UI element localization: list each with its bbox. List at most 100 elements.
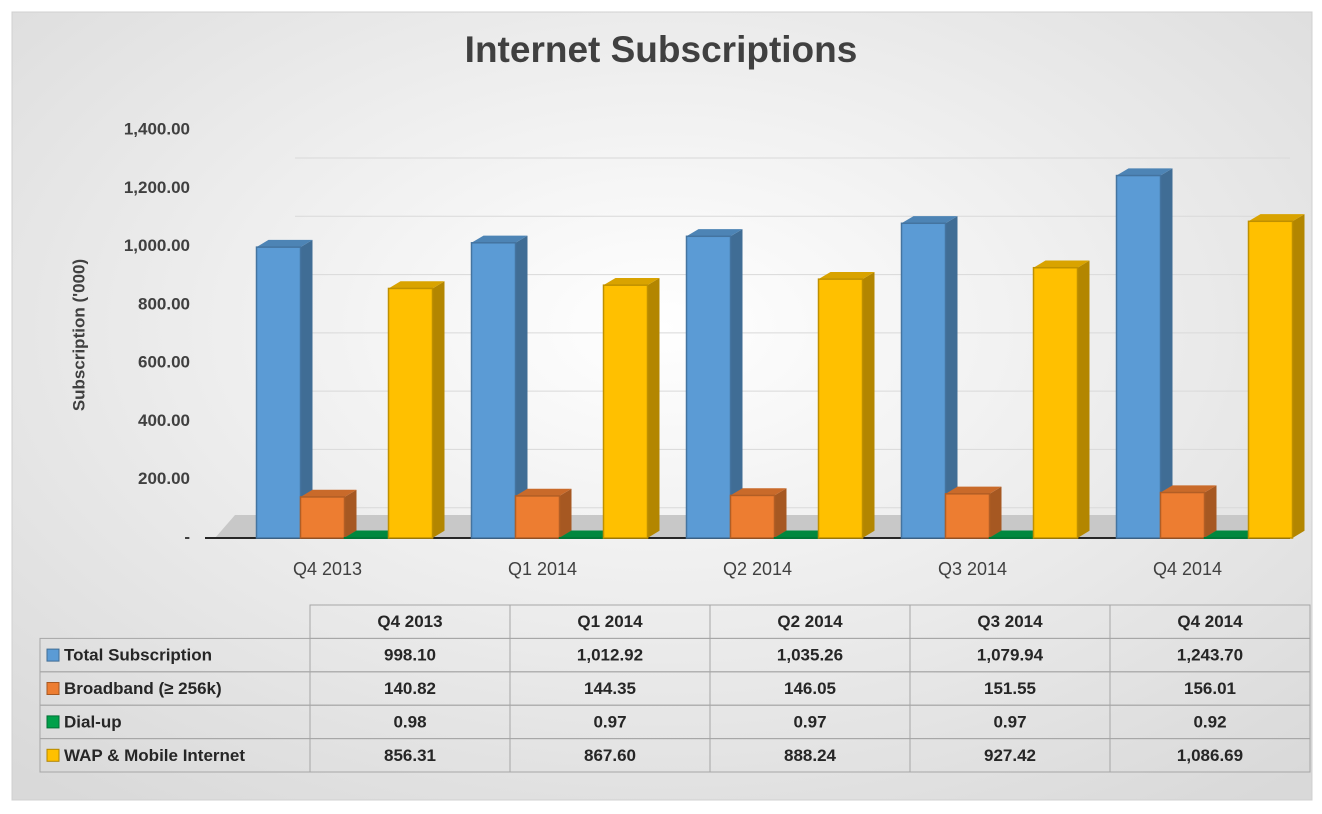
bar-top [686, 229, 743, 237]
x-tick-label: Q2 2014 [723, 559, 792, 579]
bar [1115, 174, 1162, 539]
bar-side [989, 486, 1002, 538]
bar-side [862, 271, 875, 538]
bar-side [515, 235, 528, 538]
bar [988, 536, 1035, 539]
table-value: 0.97 [593, 712, 626, 731]
table-value: 0.97 [993, 712, 1026, 731]
bar-side [1292, 214, 1305, 538]
table-value: 151.55 [984, 679, 1036, 698]
legend-label: Total Subscription [64, 646, 212, 665]
bar [558, 536, 605, 539]
bar-top [344, 530, 401, 538]
bar-side [1160, 168, 1173, 538]
y-tick-label: 600.00 [138, 353, 190, 372]
x-tick-label: Q4 2013 [293, 559, 362, 579]
table-value: 0.97 [793, 712, 826, 731]
bar [1032, 266, 1079, 539]
bar-top [388, 281, 445, 289]
legend-key [46, 648, 60, 662]
y-tick-label: 1,400.00 [124, 119, 190, 138]
bar-top [1204, 530, 1261, 538]
y-tick-label: 1,200.00 [124, 178, 190, 197]
bar [1247, 220, 1294, 539]
bar-top [1116, 168, 1173, 176]
bar [944, 493, 991, 539]
chart-title: Internet Subscriptions [465, 29, 858, 70]
table-value: 998.10 [384, 646, 436, 665]
x-tick-label: Q3 2014 [938, 559, 1007, 579]
bar [817, 278, 864, 539]
bar-top [989, 530, 1046, 538]
bar-top [945, 486, 1002, 494]
table-header: Q3 2014 [977, 612, 1043, 631]
bar-top [730, 488, 787, 496]
table-header: Q2 2014 [777, 612, 843, 631]
bar [773, 536, 820, 539]
bar-side [559, 488, 572, 538]
table-header: Q4 2014 [1177, 612, 1243, 631]
legend-key [46, 715, 60, 729]
bar-top [1248, 214, 1305, 222]
table-value: 1,086.69 [1177, 746, 1243, 765]
x-tick-label: Q1 2014 [508, 559, 577, 579]
table-value: 856.31 [384, 746, 436, 765]
y-axis-title: Subscription ('000) [69, 259, 88, 411]
table-value: 888.24 [784, 746, 837, 765]
table-value: 0.98 [393, 712, 426, 731]
bar [1203, 536, 1250, 539]
bar [602, 284, 649, 539]
bar [255, 246, 302, 539]
table-value: 927.42 [984, 746, 1036, 765]
y-tick-label: 200.00 [138, 469, 190, 488]
chart-background [11, 11, 1313, 801]
bar-side [344, 489, 357, 538]
bar-side [774, 488, 787, 538]
bar-top [1160, 485, 1217, 493]
legend-label: Broadband (≥ 256k) [64, 679, 222, 698]
table-value: 0.92 [1193, 712, 1226, 731]
table-value: 146.05 [784, 679, 836, 698]
bar [299, 496, 346, 539]
bar-top [603, 277, 660, 286]
table-header: Q4 2013 [377, 612, 442, 631]
table-header: Q1 2014 [577, 612, 643, 631]
bar-side [1077, 260, 1090, 538]
bar-side [647, 277, 660, 538]
table-value: 867.60 [584, 746, 636, 765]
bar [729, 494, 776, 539]
table-value: 1,243.70 [1177, 646, 1243, 665]
bar-top [515, 488, 572, 496]
bar-top [559, 530, 616, 538]
bar-side [432, 281, 445, 538]
bar-top [300, 489, 357, 497]
bar [343, 536, 390, 539]
bar-top [256, 239, 313, 248]
bar-side [730, 229, 743, 539]
legend-label: WAP & Mobile Internet [64, 746, 245, 765]
bar [387, 287, 434, 539]
y-tick-label: 400.00 [138, 411, 190, 430]
bar-top [471, 235, 528, 243]
bar-top [774, 530, 831, 538]
legend-key [46, 748, 60, 762]
bar-top [901, 216, 958, 224]
table-value: 140.82 [384, 679, 436, 698]
table-value: 1,035.26 [777, 646, 843, 665]
bar-side [1204, 485, 1217, 538]
bar-top [1033, 260, 1090, 268]
table-value: 1,012.92 [577, 646, 643, 665]
table-value: 156.01 [1184, 679, 1236, 698]
legend-key [46, 682, 60, 695]
table-value: 144.35 [584, 679, 636, 698]
bar [514, 495, 561, 539]
bar-side [945, 216, 958, 538]
table-value: 1,079.94 [977, 646, 1044, 665]
y-tick-label: - [184, 527, 190, 546]
y-tick-label: 800.00 [138, 294, 190, 313]
bar-side [300, 239, 313, 538]
bar-top [818, 271, 875, 280]
bar [1159, 491, 1206, 539]
legend-label: Dial-up [64, 712, 122, 731]
